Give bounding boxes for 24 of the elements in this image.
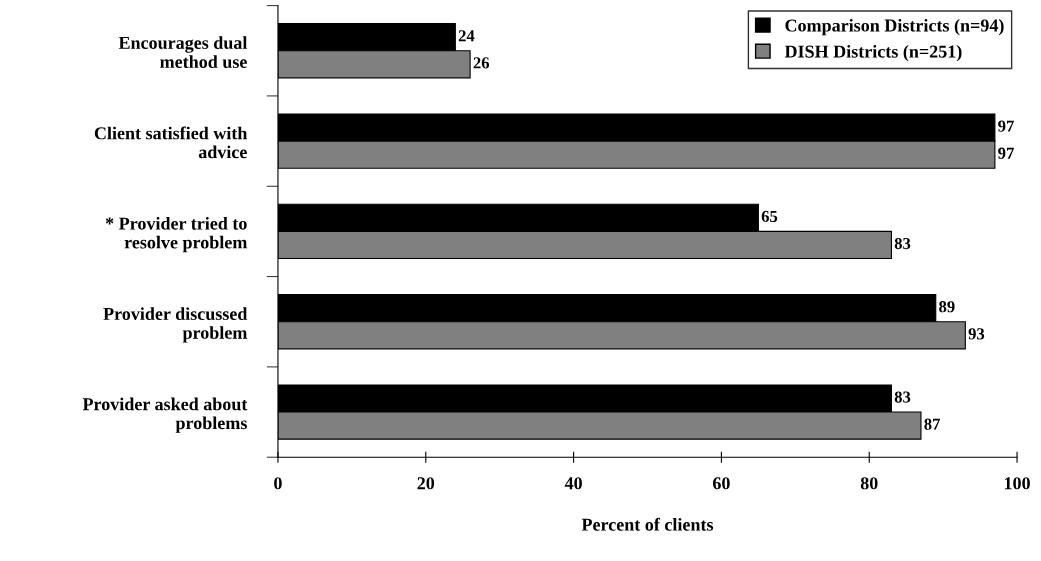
- x-tick-label: 40: [564, 477, 582, 490]
- data-label: 83: [894, 237, 911, 250]
- y-tick-label: Encourages dual method use: [118, 36, 248, 69]
- data-label: 26: [473, 57, 490, 69]
- legend-label: DISH Districts (n=251): [784, 44, 962, 62]
- y-tick-label: Client satisfied with advice: [94, 126, 248, 159]
- x-tick-label: 60: [713, 477, 730, 490]
- y-tick-label: * Provider tried to resolve problem: [105, 216, 248, 253]
- legend-label: Comparison Districts (n=94): [785, 18, 1004, 36]
- x-tick-label: 20: [417, 477, 435, 490]
- x-tick-label: 0: [274, 477, 282, 490]
- x-tick-label: 80: [860, 477, 878, 490]
- data-label: 89: [939, 301, 955, 313]
- data-label: 93: [968, 328, 985, 340]
- x-axis-title: Percent of clients: [581, 517, 714, 531]
- y-tick-label: Provider discussed problem: [103, 307, 248, 343]
- data-label: 97: [998, 147, 1014, 159]
- data-label: 97: [998, 120, 1014, 132]
- data-label: 65: [761, 210, 778, 223]
- y-tick-label: Provider asked about problems: [82, 397, 248, 433]
- x-tick-label: 100: [1004, 477, 1030, 490]
- data-label: 87: [924, 418, 941, 430]
- data-label: 24: [458, 30, 475, 42]
- data-label: 83: [894, 391, 911, 403]
